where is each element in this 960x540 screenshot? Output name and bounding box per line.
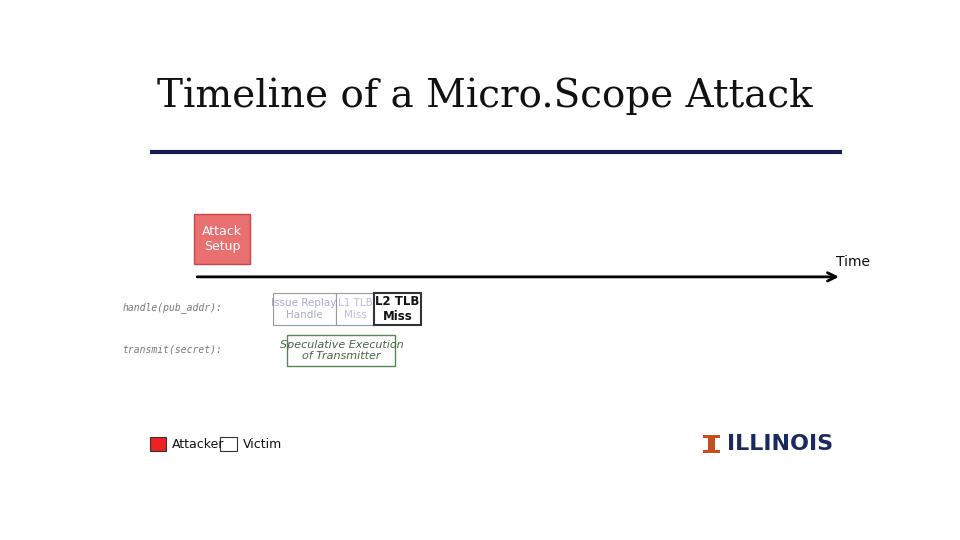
FancyBboxPatch shape xyxy=(704,435,720,438)
Text: Attack
Setup: Attack Setup xyxy=(203,225,242,253)
Text: Victim: Victim xyxy=(243,437,282,450)
FancyBboxPatch shape xyxy=(287,335,396,366)
Text: ILLINOIS: ILLINOIS xyxy=(727,434,833,454)
FancyBboxPatch shape xyxy=(374,294,420,325)
Text: L1 TLB
Miss: L1 TLB Miss xyxy=(338,298,372,320)
Text: Timeline of a Micro.Scope Attack: Timeline of a Micro.Scope Attack xyxy=(157,77,813,115)
FancyBboxPatch shape xyxy=(221,437,237,451)
FancyBboxPatch shape xyxy=(336,294,374,325)
Text: Speculative Execution
of Transmitter: Speculative Execution of Transmitter xyxy=(279,340,403,361)
FancyBboxPatch shape xyxy=(708,438,715,450)
Text: Time: Time xyxy=(836,254,871,268)
FancyBboxPatch shape xyxy=(273,294,336,325)
Text: transmit(secret):: transmit(secret): xyxy=(122,345,222,355)
FancyBboxPatch shape xyxy=(150,437,166,451)
Text: handle(pub_addr):: handle(pub_addr): xyxy=(122,302,222,314)
Text: L2 TLB
Miss: L2 TLB Miss xyxy=(375,295,420,323)
FancyBboxPatch shape xyxy=(194,214,251,265)
FancyBboxPatch shape xyxy=(704,450,720,453)
Text: Issue Replay
Handle: Issue Replay Handle xyxy=(272,298,337,320)
Text: Attacker: Attacker xyxy=(172,437,225,450)
